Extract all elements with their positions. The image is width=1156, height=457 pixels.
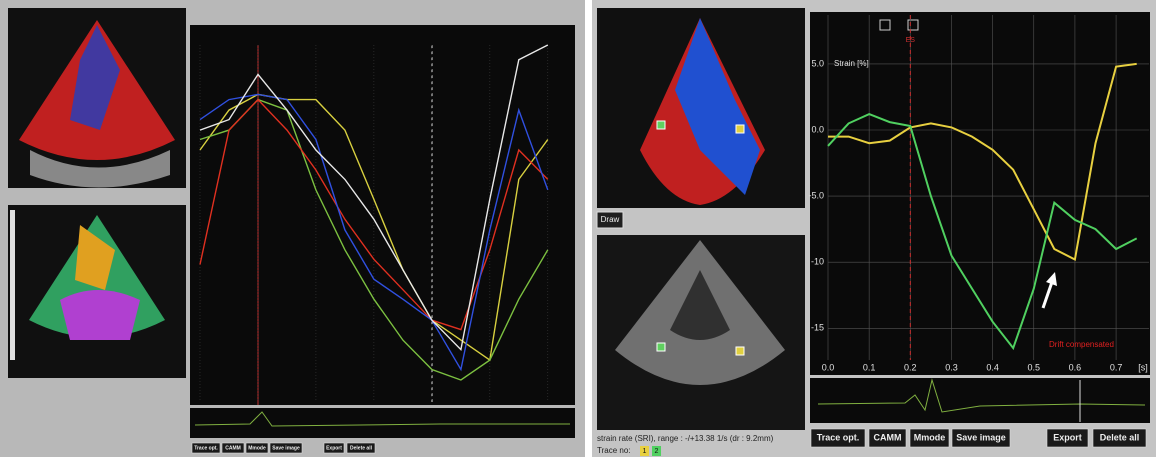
button-label: CAMM (225, 445, 241, 451)
trace-number: 1 (643, 448, 647, 455)
trace-number: 2 (655, 448, 659, 455)
trace-strip (810, 378, 1150, 423)
x-tick-label: 0.4 (986, 362, 999, 372)
button-label: Delete all (1100, 432, 1140, 442)
marker-label: ES (906, 37, 916, 44)
screenshot: Draw strain rate (SRI), range : -/+13.38… (0, 0, 1156, 457)
trace-label: Trace no: (597, 446, 631, 455)
y-tick-label: 5.0 (811, 58, 824, 68)
x-tick-label: 0.3 (945, 362, 958, 372)
button-label: Mmode (914, 432, 946, 442)
trace-strip (190, 408, 575, 438)
button-label: CAMM (874, 432, 902, 442)
trace-point (657, 121, 665, 129)
info-text: strain rate (SRI), range : -/+13.38 1/s … (597, 434, 774, 443)
chart-area (190, 25, 575, 405)
x-tick-label: 0.1 (863, 362, 876, 372)
button-label: Save image (956, 432, 1006, 442)
button-label: Export (1053, 432, 1082, 442)
y-tick-label: -10 (811, 257, 824, 267)
y-axis-label: Strain [%] (834, 59, 869, 68)
x-axis-unit: [s] (1138, 362, 1148, 372)
button-label: Trace opt. (817, 432, 860, 442)
y-tick-label: -5.0 (808, 190, 824, 200)
x-tick-label: 0.0 (822, 362, 835, 372)
annotation: Drift compensated (1049, 340, 1114, 349)
button-label: Trace opt. (194, 445, 218, 451)
button-label: Mmode (248, 445, 266, 451)
trace-point (736, 125, 744, 133)
button-label: Export (326, 445, 342, 451)
x-tick-label: 0.5 (1028, 362, 1041, 372)
x-tick-label: 0.6 (1069, 362, 1082, 372)
color-bar (10, 210, 15, 360)
trace-point (657, 343, 665, 351)
y-tick-label: -15 (811, 323, 824, 333)
trace-point (736, 347, 744, 355)
y-tick-label: 0.0 (811, 124, 824, 134)
button-label: Delete all (350, 445, 373, 451)
echo-segment (60, 290, 140, 340)
button-label: Save image (272, 445, 300, 451)
x-tick-label: 0.7 (1110, 362, 1123, 372)
x-tick-label: 0.2 (904, 362, 917, 372)
draw-button-label: Draw (601, 215, 620, 224)
